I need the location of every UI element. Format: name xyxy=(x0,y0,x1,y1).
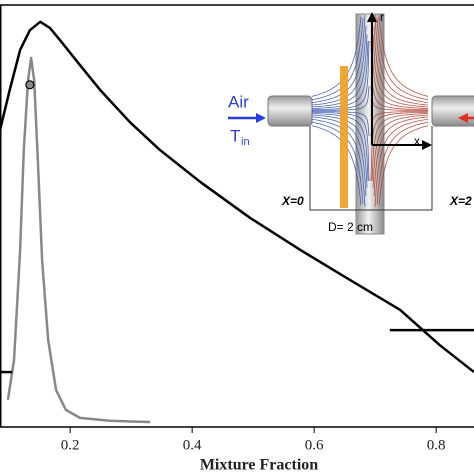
streamline xyxy=(372,34,428,108)
plot-area xyxy=(0,20,474,424)
x-tick-label: 0.4 xyxy=(183,437,202,453)
air-arrowhead xyxy=(256,113,266,123)
streamline xyxy=(376,18,429,101)
streamline xyxy=(371,40,429,109)
streamline xyxy=(378,16,429,97)
x-tick-label: 0.6 xyxy=(305,437,324,453)
air-label: Air xyxy=(228,92,249,111)
streamline xyxy=(373,25,429,106)
streamline xyxy=(370,85,428,111)
marker xyxy=(25,80,35,90)
flame-zone xyxy=(340,66,348,208)
streamline xyxy=(311,14,366,104)
inset-diagram: Air T in X=0 X=2 D= 2 cm r x xyxy=(228,10,474,235)
fuel-arrowhead xyxy=(458,113,468,123)
streamline xyxy=(370,40,428,111)
streamline xyxy=(312,114,368,188)
streamline xyxy=(378,125,429,206)
x-tick-label: 0.2 xyxy=(61,437,80,453)
streamline xyxy=(371,113,429,182)
streamline xyxy=(372,114,428,188)
x-arrowhead xyxy=(422,140,432,150)
streamline xyxy=(370,111,428,182)
domain-box xyxy=(309,126,433,211)
streamline xyxy=(312,34,368,108)
temperature-label: T xyxy=(230,126,240,145)
line-series xyxy=(0,20,474,374)
plot-frame xyxy=(0,4,474,428)
streamline xyxy=(374,14,429,104)
x-label-inset: x xyxy=(414,134,420,148)
left-nozzle xyxy=(267,95,313,127)
streamline xyxy=(311,125,362,206)
streamline xyxy=(370,111,428,137)
vertical-channel xyxy=(355,13,385,235)
streamline xyxy=(376,121,429,204)
x2-label: X=2 xyxy=(449,194,472,208)
x0-label: X=0 xyxy=(281,194,304,208)
streamline xyxy=(373,116,429,197)
streamline xyxy=(311,25,367,106)
streamline xyxy=(311,16,362,97)
gap-label: D= 2 cm xyxy=(328,220,373,234)
line-series xyxy=(6,56,151,424)
r-arrowhead xyxy=(367,12,377,22)
x-axis-label: Mixture Fraction xyxy=(200,457,318,474)
r-label: r xyxy=(380,10,384,24)
x-tick-label: 0.8 xyxy=(427,437,446,453)
streamline xyxy=(311,121,364,204)
streamline xyxy=(311,116,367,197)
streamline xyxy=(311,18,364,101)
streamline xyxy=(311,118,366,208)
temperature-subscript: in xyxy=(241,136,250,148)
